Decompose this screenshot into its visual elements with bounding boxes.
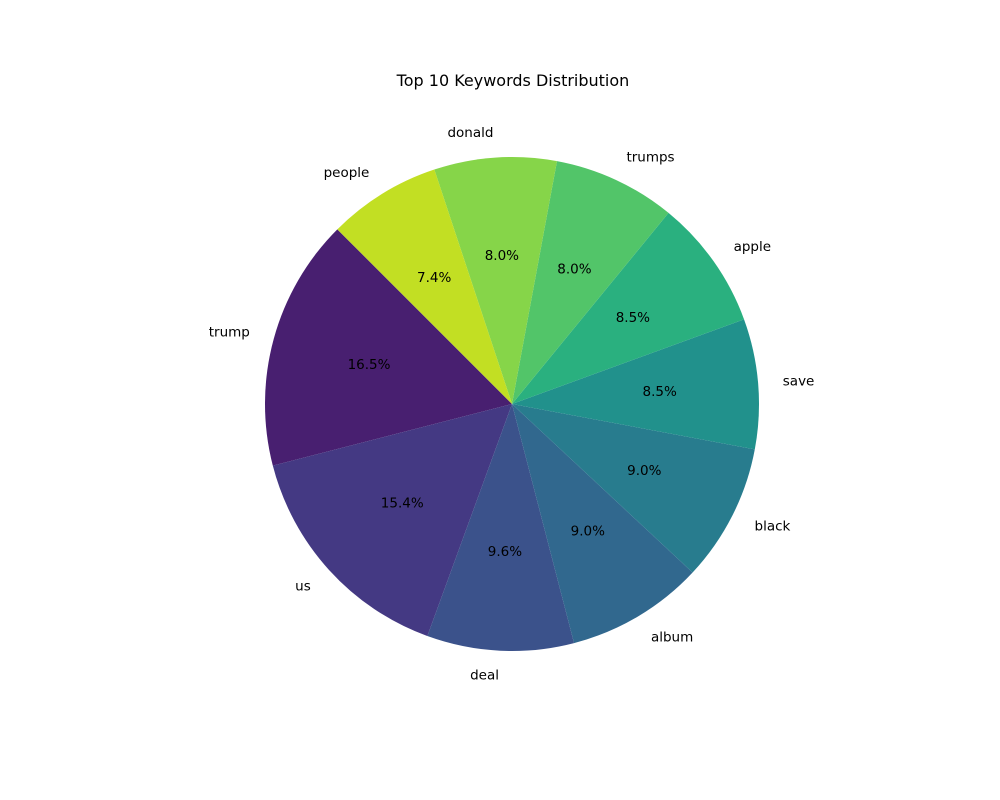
slice-label-us: us — [295, 579, 311, 595]
slice-percent-us: 15.4% — [381, 496, 424, 512]
slice-label-black: black — [755, 519, 791, 535]
slice-percent-album: 9.0% — [571, 523, 605, 539]
pie-slice-people — [337, 169, 512, 404]
slice-percent-save: 8.5% — [643, 384, 677, 400]
slice-label-trumps: trumps — [626, 150, 674, 166]
slice-label-deal: deal — [470, 667, 499, 683]
chart-title: Top 10 Keywords Distribution — [396, 71, 630, 90]
slice-label-trump: trump — [209, 324, 250, 340]
pie-slice-save — [512, 319, 760, 450]
pie-slice-donald — [434, 157, 557, 404]
slice-label-people: people — [324, 165, 370, 181]
pie-slice-black — [512, 404, 755, 573]
slice-percent-black: 9.0% — [627, 463, 661, 479]
slices-layer — [264, 157, 760, 652]
slice-percent-apple: 8.5% — [616, 310, 650, 326]
slice-label-save: save — [783, 374, 815, 390]
pie-slice-apple — [512, 212, 745, 404]
pie-slice-trumps — [512, 161, 669, 404]
slice-percent-trumps: 8.0% — [557, 262, 591, 278]
slice-label-donald: donald — [447, 125, 493, 141]
slice-label-album: album — [651, 629, 693, 645]
pie-slice-album — [512, 404, 693, 644]
pie-slice-us — [272, 404, 512, 637]
slice-percent-trump: 16.5% — [348, 357, 391, 373]
slice-percent-donald: 8.0% — [485, 248, 519, 264]
slice-percent-deal: 9.6% — [488, 544, 522, 560]
slice-percent-people: 7.4% — [417, 270, 451, 286]
labels-layer: trump 16.5% us 15.4% deal 9.6% album 9.0% black 9… — [209, 125, 815, 683]
pie-slice-trump — [264, 229, 512, 466]
slice-label-apple: apple — [734, 239, 771, 255]
pie-slice-deal — [427, 404, 575, 652]
